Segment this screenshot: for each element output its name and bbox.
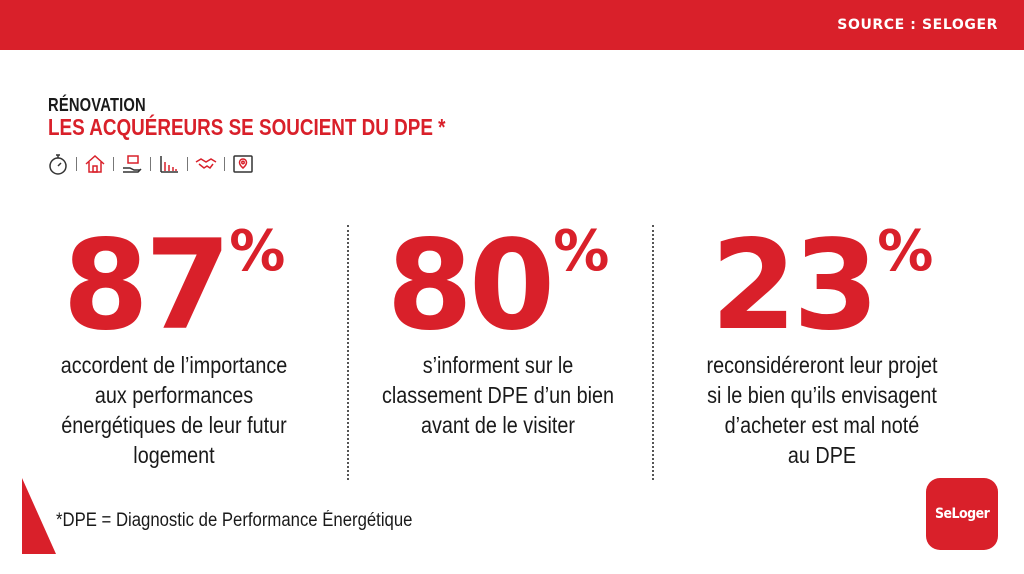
stat-description-line: reconsidéreront leur projet [706,352,938,378]
stat-block-2: 80 % s’informent sur le classement DPE d… [348,218,648,440]
stat-description-line: s’informent sur le [422,352,574,378]
corner-accent [22,478,56,554]
stat-description-line: au DPE [787,442,857,468]
stat-description-line: d’acheter est mal noté [724,412,920,438]
icon-separator [187,157,188,171]
stat-value: 23 [710,214,880,358]
column-divider [347,225,349,480]
stat-figure: 87 % [24,214,324,358]
stat-description-line: classement DPE d’un bien [381,382,614,408]
stat-block-3: 23 % reconsidéreront leur projet si le b… [672,218,972,470]
icon-separator [76,157,77,171]
top-banner: SOURCE : SELOGER [0,0,1024,50]
stat-description-line: accordent de l’importance [60,352,288,378]
section-kicker: RÉNOVATION [48,95,146,115]
stat-figure: 23 % [672,214,972,358]
footnote: *DPE = Diagnostic de Performance Énergét… [56,510,413,531]
house-icon [85,154,105,173]
hand-holding-money-icon [123,155,142,173]
stat-unit: % [553,219,610,284]
stat-description-line: avant de le visiter [421,412,575,438]
icon-separator [150,157,151,171]
stat-block-1: 87 % accordent de l’importance aux perfo… [24,218,324,470]
stat-value: 80 [386,214,556,358]
stat-description: s’informent sur le classement DPE d’un b… [369,350,627,440]
source-label: SOURCE : SELOGER [837,17,998,33]
stat-description-line: logement [133,442,215,468]
stat-description: accordent de l’importance aux performanc… [45,350,303,470]
stopwatch-icon [49,154,67,175]
page-title: LES ACQUÉREURS SE SOUCIENT DU DPE * [48,114,446,140]
column-divider [652,225,654,480]
icon-separator [224,157,225,171]
stat-unit: % [877,219,934,284]
map-pin-icon [233,155,253,173]
handshake-icon [195,158,217,170]
seloger-logo: SeLoger [926,478,998,550]
stat-description: reconsidéreront leur projet si le bien q… [693,350,951,470]
icon-separator [113,157,114,171]
stat-description-line: aux performances [94,382,254,408]
stat-figure: 80 % [348,214,648,358]
stat-unit: % [229,219,286,284]
logo-wordmark: SeLoger [934,506,990,522]
stat-description-line: énergétiques de leur futur [61,412,287,438]
bar-chart-icon [160,156,178,173]
icon-strip [46,151,255,177]
stat-value: 87 [62,214,232,358]
stat-description-line: si le bien qu’ils envisagent [707,382,937,408]
